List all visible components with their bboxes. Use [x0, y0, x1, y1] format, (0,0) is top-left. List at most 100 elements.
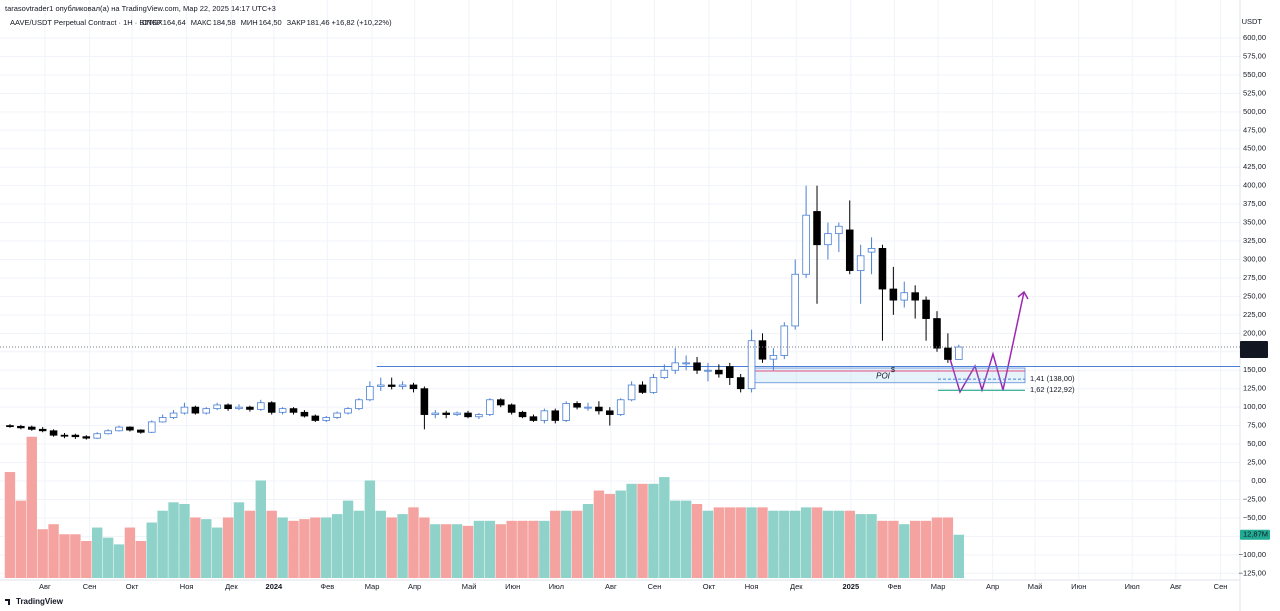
- candle-body: [856, 255, 865, 271]
- ohlc-name: МАКС: [191, 18, 213, 27]
- candle-body: [169, 412, 178, 418]
- volume-bar: [92, 527, 103, 578]
- volume-bar: [484, 520, 496, 578]
- volume-bar: [397, 514, 408, 578]
- volume-bar: [953, 534, 964, 578]
- y-tick-label: 375,00: [1243, 199, 1266, 208]
- volume-bar: [931, 517, 943, 578]
- x-tick-label: Июн: [1071, 582, 1086, 591]
- candle-body: [82, 436, 91, 439]
- volume-bar: [637, 483, 648, 578]
- candle-body: [71, 434, 80, 438]
- volume-bar: [70, 534, 81, 578]
- candle-body: [813, 211, 821, 246]
- x-tick-label: Мар: [365, 582, 380, 591]
- candle-body: [246, 406, 254, 410]
- volume-bar: [190, 517, 201, 578]
- projection-arrow: [1017, 290, 1029, 300]
- candle-body: [715, 369, 723, 375]
- volume-bar: [233, 502, 245, 578]
- y-tick-label: 225,00: [1243, 310, 1266, 319]
- y-tick-label: 125,00: [1243, 384, 1266, 393]
- volume-bar: [550, 510, 561, 578]
- candle-body: [344, 408, 352, 414]
- x-tick-label: Апр: [986, 582, 999, 591]
- y-tick-label: 75,00: [1247, 421, 1266, 430]
- y-tick-label: 100,00: [1243, 402, 1266, 411]
- fib-label: 1,62 (122,92): [1030, 385, 1075, 394]
- volume-bar: [855, 514, 866, 578]
- y-tick-label: 500,00: [1243, 107, 1266, 116]
- x-tick-label: 2025: [842, 582, 859, 591]
- volume-bar: [419, 517, 430, 578]
- candle-body: [758, 340, 767, 360]
- x-tick-label: Окт: [703, 582, 716, 591]
- logo: TradingView: [16, 597, 64, 606]
- candle-body: [27, 426, 36, 430]
- volume-bar: [146, 522, 157, 578]
- ohlc-name: ОТКР: [142, 18, 162, 27]
- volume-bar: [179, 504, 190, 578]
- volume-bar: [26, 436, 37, 578]
- x-tick-label: 2024: [266, 582, 284, 591]
- published: tarasovtrader1 опубликовал(а) на Trading…: [5, 4, 276, 13]
- volume-bar: [757, 507, 768, 578]
- candle-body: [17, 425, 25, 429]
- ohlc-value: 164,64: [163, 18, 186, 27]
- x-tick-label: Дек: [790, 582, 803, 591]
- x-tick-label: Сен: [648, 582, 662, 591]
- candle-body: [540, 410, 549, 421]
- candle-body: [606, 410, 614, 415]
- candle-body: [191, 406, 200, 414]
- candle-body: [867, 248, 876, 253]
- volume-bar: [626, 483, 637, 578]
- ohlc-value: 184,58: [213, 18, 236, 27]
- x-tick-label: Ноя: [180, 582, 194, 591]
- x-tick-label: Ноя: [745, 582, 759, 591]
- candle-body: [845, 229, 854, 271]
- logo-icon: [5, 599, 10, 605]
- volume-label: 12,87M: [1243, 530, 1268, 539]
- x-tick-label: Дек: [225, 582, 238, 591]
- volume-bar: [659, 477, 670, 578]
- y-tick-label: 575,00: [1243, 51, 1266, 60]
- volume-bar: [615, 490, 626, 578]
- y-tick-label: 150,00: [1243, 365, 1266, 374]
- x-tick-label: Авг: [605, 582, 617, 591]
- y-tick-label: 300,00: [1243, 254, 1266, 263]
- volume-bar: [888, 520, 899, 578]
- candle-body: [747, 340, 756, 390]
- volume-bar: [135, 541, 147, 578]
- candle-body: [824, 233, 832, 246]
- y-tick-label: 25,00: [1247, 458, 1266, 467]
- volume-bar: [735, 507, 746, 578]
- candle-body: [486, 399, 494, 415]
- candle-body: [693, 362, 701, 371]
- y-tick-label: 400,00: [1243, 181, 1266, 190]
- candle-body: [791, 273, 799, 327]
- volume-bar: [768, 510, 779, 578]
- volume-bar: [517, 520, 528, 578]
- candle-body: [322, 417, 331, 421]
- volume-bar: [833, 510, 845, 578]
- candle-body: [496, 399, 505, 406]
- candle-body: [518, 411, 527, 418]
- volume-bar: [528, 520, 539, 578]
- candle-body: [180, 406, 189, 414]
- volume-bar: [15, 500, 27, 578]
- y-tick-label: 50,00: [1247, 439, 1266, 448]
- volume-bar: [288, 520, 299, 578]
- volume-bar: [506, 520, 517, 578]
- volume-bar: [746, 507, 757, 578]
- candle-body: [387, 384, 396, 387]
- zone-marker: $: [891, 365, 896, 374]
- candle-body: [38, 428, 47, 432]
- volume-bar: [582, 504, 594, 578]
- currency: USDT: [1242, 17, 1263, 26]
- x-tick-label: Июл: [1125, 582, 1140, 591]
- volume-bar: [364, 480, 376, 578]
- volume-bar: [386, 517, 397, 578]
- candle-body: [780, 325, 789, 356]
- volume-bar: [4, 472, 16, 578]
- volume-bar: [375, 510, 386, 578]
